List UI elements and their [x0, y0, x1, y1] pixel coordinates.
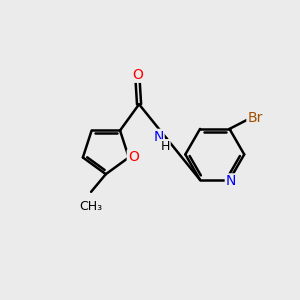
Text: H: H: [160, 140, 170, 153]
Text: CH₃: CH₃: [79, 200, 102, 213]
Text: O: O: [132, 68, 143, 82]
Text: N: N: [153, 130, 164, 144]
Text: N: N: [226, 174, 236, 188]
Text: O: O: [128, 151, 139, 164]
Text: Br: Br: [248, 111, 263, 125]
